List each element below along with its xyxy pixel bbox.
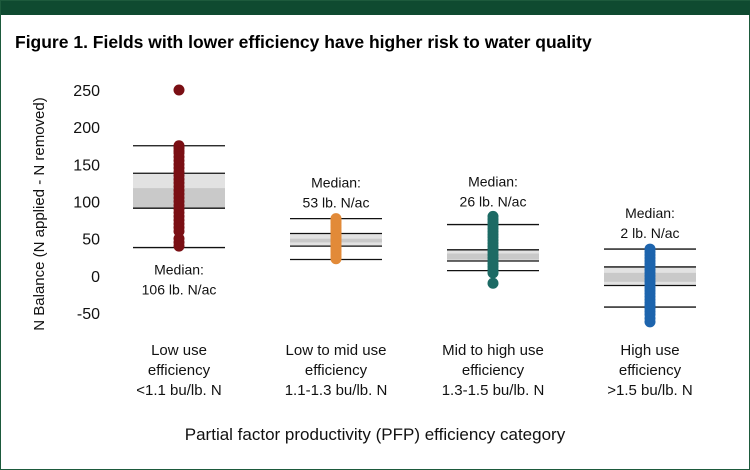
category-label: efficiency [305, 362, 368, 379]
median-value: 26 lb. N/ac [460, 193, 527, 209]
category-label: High use [620, 342, 679, 359]
top-accent-bar [1, 1, 750, 15]
category-label: Low to mid use [286, 342, 387, 359]
median-label: Median: [468, 173, 518, 189]
x-axis-label: Partial factor productivity (PFP) effici… [185, 425, 566, 444]
category-label: <1.1 bu/lb. N [136, 382, 221, 399]
median-value: 106 lb. N/ac [142, 282, 217, 298]
median-label: Median: [154, 262, 204, 278]
category-label: Mid to high use [442, 342, 544, 359]
data-point [173, 240, 185, 252]
median-value: 2 lb. N/ac [620, 225, 679, 241]
category-label: 1.1-1.3 bu/lb. N [285, 382, 388, 399]
median-label: Median: [625, 205, 675, 221]
category-label: 1.3-1.5 bu/lb. N [442, 382, 545, 399]
category-label: efficiency [619, 362, 682, 379]
y-tick-label: -50 [77, 306, 100, 323]
category-label: >1.5 bu/lb. N [607, 382, 692, 399]
data-point [487, 277, 499, 289]
median-label: Median: [311, 175, 361, 191]
data-point [487, 267, 499, 279]
data-point [173, 84, 185, 96]
y-tick-label: 200 [73, 120, 100, 137]
category-label: efficiency [462, 362, 525, 379]
category-label: Low use [151, 342, 207, 359]
category-label: efficiency [148, 362, 211, 379]
median-value: 53 lb. N/ac [303, 195, 370, 211]
figure-title: Figure 1. Fields with lower efficiency h… [15, 32, 592, 52]
y-tick-label: 0 [91, 269, 100, 286]
y-tick-label: 50 [82, 232, 100, 249]
data-point [330, 253, 342, 265]
y-tick-label: 100 [73, 195, 100, 212]
data-point [644, 316, 656, 328]
y-tick-label: 250 [73, 83, 100, 100]
y-tick-label: 150 [73, 157, 100, 174]
y-axis-label: N Balance (N applied - N removed) [31, 97, 48, 330]
